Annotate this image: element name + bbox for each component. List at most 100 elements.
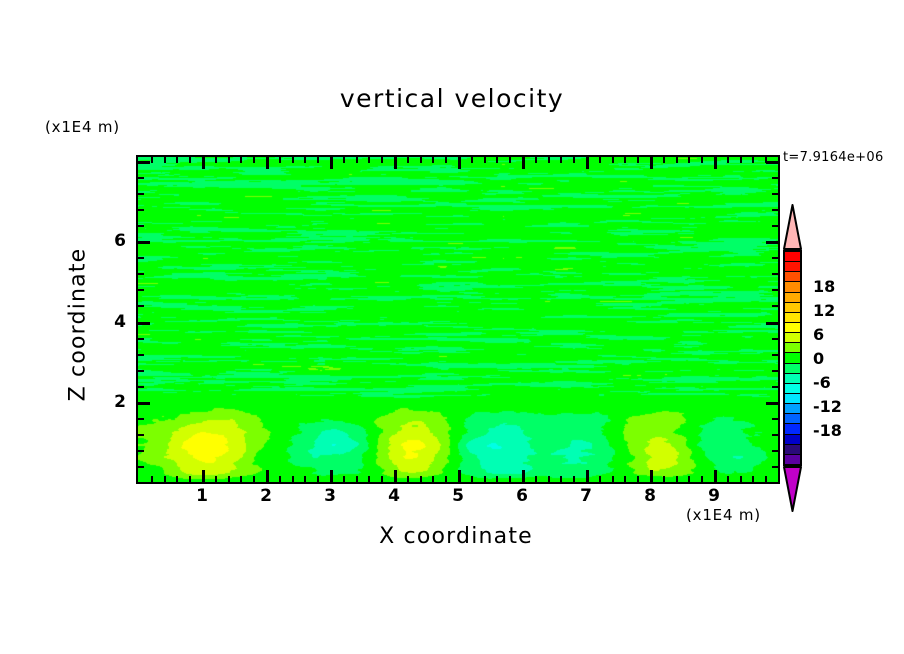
x-tick-label: 8	[644, 486, 656, 506]
tick-mark	[356, 476, 358, 482]
colorbar-band	[785, 423, 800, 434]
tick-mark	[138, 257, 144, 259]
colorbar-under-arrow-icon	[783, 466, 802, 512]
tick-mark	[701, 157, 703, 163]
tick-mark	[330, 470, 333, 482]
tick-mark	[228, 476, 230, 482]
tick-mark	[688, 476, 690, 482]
tick-mark	[176, 476, 178, 482]
tick-mark	[356, 157, 358, 163]
colorbar-band	[785, 332, 800, 343]
tick-mark	[772, 450, 778, 452]
colorbar-band	[785, 433, 800, 444]
colorbar-band	[785, 271, 800, 282]
tick-mark	[304, 157, 306, 163]
tick-mark	[650, 470, 653, 482]
tick-mark	[202, 157, 205, 169]
tick-mark	[394, 470, 397, 482]
x-tick-label: 6	[516, 486, 528, 506]
tick-mark	[535, 157, 537, 163]
tick-mark	[317, 476, 319, 482]
tick-mark	[368, 476, 370, 482]
tick-mark	[637, 157, 639, 163]
tick-mark	[701, 476, 703, 482]
x-tick-label: 4	[388, 486, 400, 506]
tick-mark	[772, 193, 778, 195]
tick-mark	[292, 476, 294, 482]
colorbar-over-arrow-icon	[783, 204, 802, 250]
tick-mark	[676, 157, 678, 163]
tick-mark	[772, 257, 778, 259]
y-tick-label: 4	[114, 311, 126, 332]
colorbar-band	[785, 382, 800, 393]
colorbar-band	[785, 443, 800, 454]
colorbar-band	[785, 342, 800, 353]
tick-mark	[138, 386, 144, 388]
tick-mark	[612, 157, 614, 163]
colorbar-band	[785, 311, 800, 322]
tick-mark	[772, 370, 778, 372]
tick-mark	[688, 157, 690, 163]
tick-mark	[420, 157, 422, 163]
tick-mark	[458, 157, 461, 169]
colorbar-band	[785, 403, 800, 414]
tick-mark	[727, 157, 729, 163]
colorbar-bands	[783, 250, 802, 466]
tick-mark	[381, 157, 383, 163]
colorbar-tick-label: 6	[813, 325, 825, 344]
tick-mark	[772, 289, 778, 291]
tick-mark	[772, 273, 778, 275]
tick-mark	[496, 157, 498, 163]
tick-mark	[215, 476, 217, 482]
tick-mark	[176, 157, 178, 163]
tick-mark	[138, 338, 144, 340]
tick-mark	[772, 209, 778, 211]
tick-mark	[240, 476, 242, 482]
tick-mark	[740, 476, 742, 482]
tick-mark	[765, 157, 767, 163]
tick-mark	[458, 470, 461, 482]
x-units-label: (x1E4 m)	[686, 506, 761, 524]
tick-mark	[714, 157, 717, 169]
tick-mark	[496, 476, 498, 482]
tick-mark	[292, 157, 294, 163]
colorbar-band	[785, 301, 800, 312]
tick-mark	[772, 177, 778, 179]
colorbar-band	[785, 453, 800, 464]
tick-mark	[586, 470, 589, 482]
tick-mark	[560, 157, 562, 163]
tick-mark	[381, 476, 383, 482]
plot-area	[136, 155, 780, 484]
tick-mark	[535, 476, 537, 482]
tick-mark	[599, 476, 601, 482]
tick-mark	[772, 305, 778, 307]
tick-mark	[772, 466, 778, 468]
tick-mark	[164, 157, 166, 163]
tick-mark	[189, 476, 191, 482]
tick-mark	[202, 470, 205, 482]
tick-mark	[317, 157, 319, 163]
tick-mark	[586, 157, 589, 169]
tick-mark	[663, 476, 665, 482]
colorbar-tick-label: 12	[813, 301, 836, 320]
colorbar-tick-label: 0	[813, 349, 825, 368]
tick-mark	[650, 157, 653, 169]
tick-mark	[484, 476, 486, 482]
y-tick-label: 6	[114, 231, 126, 252]
tick-mark	[772, 354, 778, 356]
x-tick-label: 2	[260, 486, 272, 506]
x-tick-label: 1	[196, 486, 208, 506]
tick-mark	[471, 157, 473, 163]
tick-mark	[343, 476, 345, 482]
tick-mark	[766, 402, 778, 405]
tick-mark	[138, 322, 150, 325]
tick-mark	[266, 470, 269, 482]
tick-mark	[215, 157, 217, 163]
tick-mark	[304, 476, 306, 482]
tick-mark	[612, 476, 614, 482]
tick-mark	[420, 476, 422, 482]
tick-mark	[407, 476, 409, 482]
tick-mark	[432, 476, 434, 482]
tick-mark	[752, 157, 754, 163]
tick-mark	[560, 476, 562, 482]
